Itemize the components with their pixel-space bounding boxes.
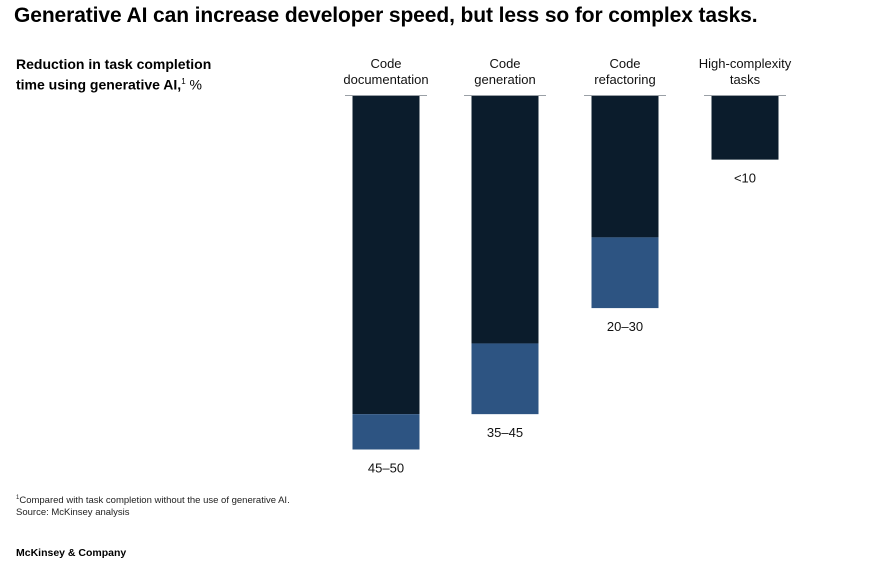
- bar-code-generation-range: [471, 343, 539, 415]
- value-label-high-complexity-tasks: <10: [734, 171, 756, 186]
- bar-high-complexity-tasks-lower-bound: [711, 96, 779, 160]
- category-label-code-generation-line-1: Code: [489, 56, 520, 71]
- value-label-code-documentation: 45–50: [368, 461, 404, 476]
- bar-code-refactoring-lower-bound: [591, 96, 659, 238]
- category-label-code-documentation-line-1: Code: [370, 56, 401, 71]
- brand-logo-text: McKinsey & Company: [16, 547, 127, 559]
- bar-code-documentation-lower-bound: [352, 96, 420, 415]
- subtitle-footnote-marker: 1: [181, 77, 186, 86]
- bar-code-generation-lower-bound: [471, 96, 539, 344]
- bar-code-refactoring-range: [591, 237, 659, 309]
- subtitle-line-2: time using generative AI,: [16, 76, 182, 93]
- chart-title: Generative AI can increase developer spe…: [14, 4, 758, 27]
- subtitle-unit: %: [185, 76, 202, 93]
- bar-code-documentation-range: [352, 414, 420, 450]
- footnote-marker: 1: [16, 495, 20, 501]
- category-label-high-complexity-tasks-line-2: tasks: [730, 72, 761, 87]
- category-label-code-generation-line-2: generation: [474, 72, 535, 87]
- category-label-code-refactoring-line-2: refactoring: [594, 72, 655, 87]
- source-text: Source: McKinsey analysis: [16, 507, 130, 519]
- footnote: 1Compared with task completion without t…: [16, 492, 290, 519]
- category-label-code-refactoring-line-1: Code: [609, 56, 640, 71]
- value-label-code-refactoring: 20–30: [607, 319, 643, 334]
- category-label-code-documentation-line-2: documentation: [343, 72, 428, 87]
- category-label-high-complexity-tasks-line-1: High-complexity: [699, 56, 792, 71]
- footnote-text: Compared with task completion without th…: [19, 495, 290, 507]
- chart-subtitle: Reduction in task completion time using …: [16, 55, 276, 94]
- subtitle-line-1: Reduction in task completion: [16, 56, 212, 72]
- value-label-code-generation: 35–45: [487, 425, 523, 440]
